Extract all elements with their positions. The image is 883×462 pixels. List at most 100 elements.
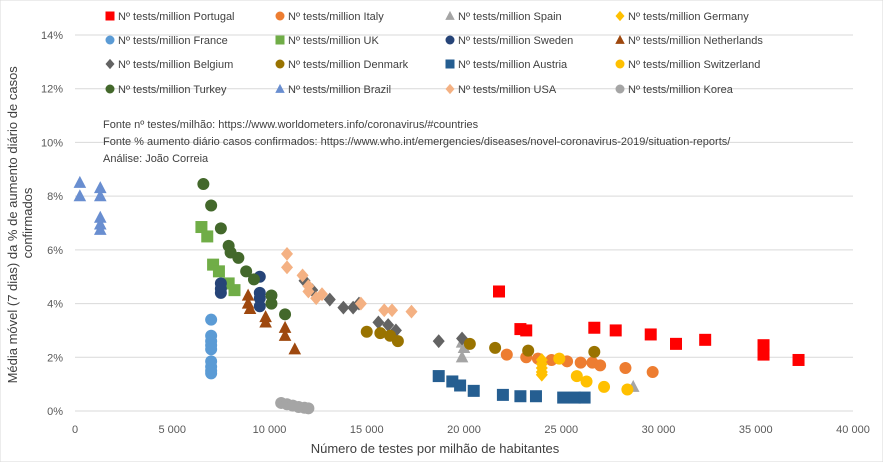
data-point bbox=[201, 230, 214, 243]
legend-item: Nº tests/million Brazil bbox=[275, 83, 391, 96]
y-tick-label: 4% bbox=[47, 299, 63, 311]
legend-label: Nº tests/million Brazil bbox=[288, 84, 391, 96]
data-point bbox=[232, 251, 245, 264]
data-point bbox=[372, 315, 385, 330]
data-point bbox=[386, 303, 399, 318]
legend-label: Nº tests/million Turkey bbox=[118, 84, 227, 96]
source-notes: Fonte nº testes/milhão: https://www.worl… bbox=[103, 119, 731, 165]
legend-label: Nº tests/million Austria bbox=[458, 59, 568, 71]
data-point bbox=[574, 356, 587, 369]
y-tick-label: 10% bbox=[41, 137, 63, 149]
legend: Nº tests/million Portugal Nº tests/millio… bbox=[105, 10, 763, 96]
series-n-tests-million-usa bbox=[281, 246, 418, 319]
data-point bbox=[493, 285, 506, 298]
data-point bbox=[73, 175, 87, 188]
data-point bbox=[588, 321, 601, 334]
y-tick-label: 12% bbox=[41, 84, 63, 96]
data-point bbox=[457, 340, 471, 353]
legend-item: Nº tests/million USA bbox=[445, 83, 557, 96]
legend-label: Nº tests/million Switzerland bbox=[628, 59, 760, 71]
data-point bbox=[594, 359, 607, 372]
data-point bbox=[621, 383, 634, 396]
data-point bbox=[259, 315, 272, 328]
data-point bbox=[360, 325, 373, 338]
legend-item: Nº tests/million France bbox=[105, 35, 228, 47]
data-point bbox=[456, 331, 469, 346]
x-tick-label: 40 000 bbox=[836, 424, 870, 436]
data-point bbox=[354, 296, 367, 311]
data-point bbox=[214, 286, 227, 299]
data-point bbox=[247, 273, 260, 286]
legend-label: Nº tests/million Denmark bbox=[288, 59, 409, 71]
x-axis-ticks: 0 5 000 10 000 15 000 20 000 25 000 30 000 35 0… bbox=[72, 424, 870, 436]
data-point bbox=[205, 199, 218, 212]
data-point bbox=[522, 344, 535, 357]
data-point bbox=[520, 324, 533, 337]
data-point bbox=[500, 348, 513, 361]
legend-marker bbox=[615, 59, 625, 69]
data-point bbox=[279, 308, 292, 321]
data-point bbox=[514, 390, 527, 403]
x-tick-label: 0 bbox=[72, 424, 78, 436]
data-point bbox=[296, 268, 309, 283]
x-tick-label: 25 000 bbox=[544, 424, 578, 436]
legend-marker bbox=[105, 11, 115, 21]
legend-marker bbox=[275, 35, 285, 45]
legend-item: Nº tests/million Belgium bbox=[105, 58, 233, 71]
data-point bbox=[288, 342, 302, 355]
legend-item: Nº tests/million Portugal bbox=[105, 11, 235, 23]
data-point bbox=[205, 313, 218, 326]
x-tick-label: 15 000 bbox=[350, 424, 384, 436]
data-point bbox=[467, 384, 480, 397]
data-point bbox=[455, 350, 469, 363]
data-point bbox=[374, 327, 387, 340]
legend-marker bbox=[445, 10, 455, 20]
data-point bbox=[391, 335, 404, 348]
data-points bbox=[73, 175, 805, 415]
data-point bbox=[644, 328, 657, 341]
legend-marker bbox=[445, 35, 455, 45]
legend-marker bbox=[275, 59, 285, 69]
legend-label: Nº tests/million Germany bbox=[628, 11, 749, 23]
series-n-tests-million-switzerland bbox=[553, 352, 634, 396]
data-point bbox=[489, 341, 502, 354]
legend-marker bbox=[275, 11, 285, 21]
x-axis-title: Número de testes por milhão de habitante… bbox=[311, 441, 560, 456]
data-point bbox=[205, 367, 218, 380]
data-point bbox=[243, 302, 257, 315]
data-point bbox=[588, 345, 601, 358]
x-tick-label: 20 000 bbox=[447, 424, 481, 436]
data-point bbox=[253, 300, 266, 313]
legend-marker bbox=[105, 58, 115, 70]
data-point bbox=[432, 334, 445, 349]
data-point bbox=[93, 222, 107, 235]
data-point bbox=[646, 366, 659, 379]
y-axis-title-line-1: Média móvel (7 dias) da % de aumento diá… bbox=[5, 66, 20, 384]
legend-label: Nº tests/million France bbox=[118, 35, 228, 47]
series-n-tests-million-korea bbox=[275, 396, 315, 415]
legend-item: Nº tests/million Switzerland bbox=[615, 59, 760, 71]
legend-item: Nº tests/million Netherlands bbox=[615, 34, 763, 47]
data-point bbox=[302, 402, 315, 415]
y-axis-title-line-2: confirmados bbox=[20, 187, 35, 258]
legend-item: Nº tests/million Denmark bbox=[275, 59, 409, 71]
data-point bbox=[553, 352, 566, 365]
legend-item: Nº tests/million Spain bbox=[445, 10, 562, 23]
source-note: Análise: João Correia bbox=[103, 153, 209, 165]
data-point bbox=[228, 284, 241, 297]
legend-item: Nº tests/million UK bbox=[275, 35, 379, 47]
data-point bbox=[757, 339, 770, 352]
data-point bbox=[197, 178, 210, 191]
data-point bbox=[463, 337, 476, 350]
data-point bbox=[205, 343, 218, 356]
data-point bbox=[378, 303, 391, 318]
data-point bbox=[496, 388, 509, 401]
data-point bbox=[529, 390, 542, 403]
data-point bbox=[580, 375, 593, 388]
legend-marker bbox=[105, 35, 115, 45]
data-point bbox=[240, 265, 253, 278]
legend-item: Nº tests/million Korea bbox=[615, 84, 734, 96]
series-n-tests-million-france bbox=[205, 313, 218, 380]
legend-marker bbox=[445, 59, 455, 69]
